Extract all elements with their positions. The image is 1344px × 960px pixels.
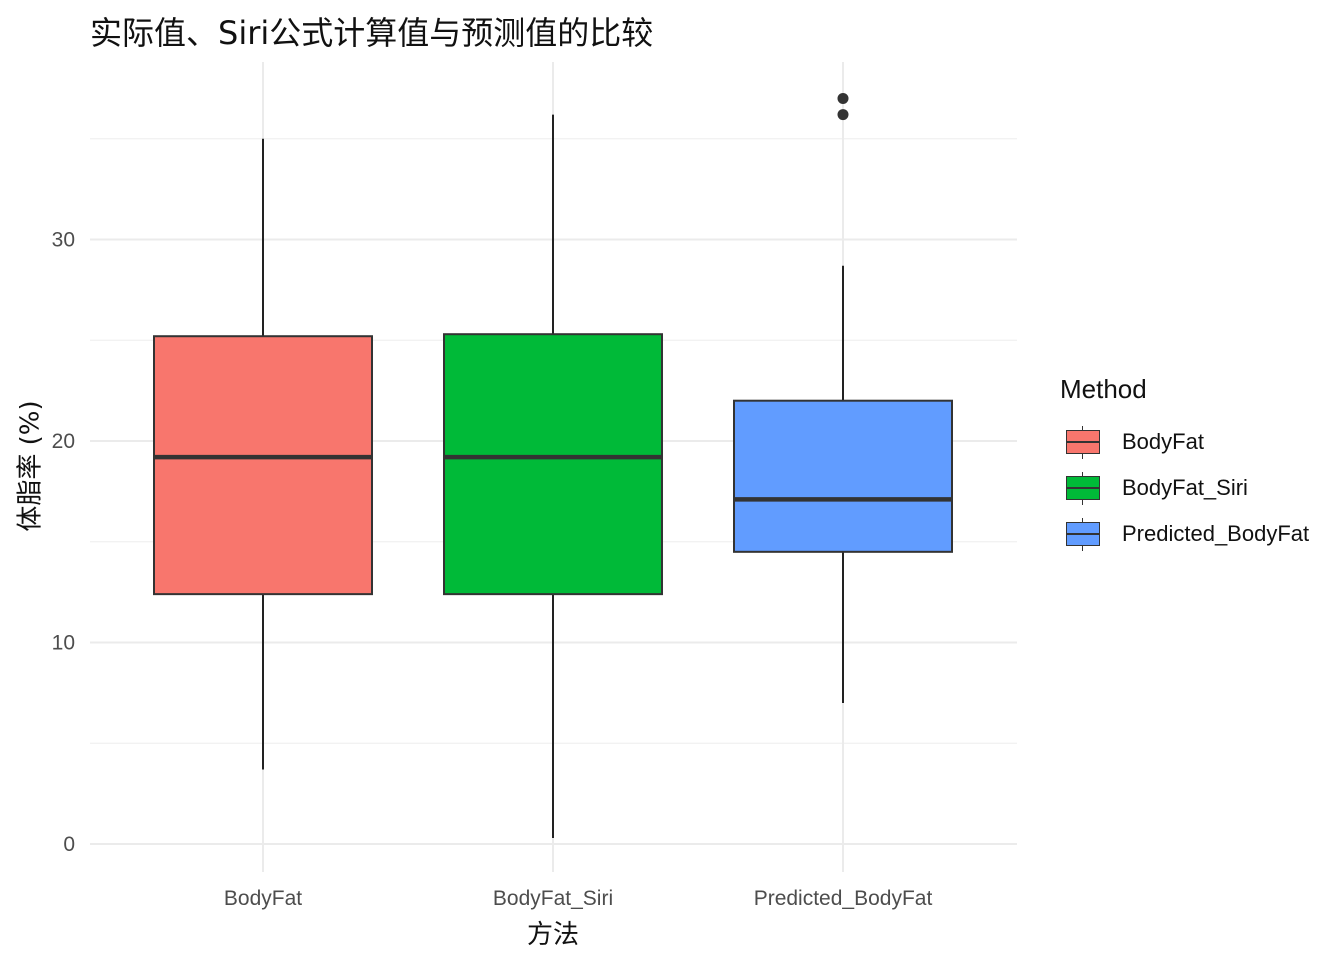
outlier-point-predicted-bodyfat: [837, 109, 849, 121]
x-tick-label-predicted-bodyfat: Predicted_BodyFat: [754, 887, 933, 910]
legend-title: Method: [1060, 374, 1147, 404]
legend-label-predicted-bodyfat: Predicted_BodyFat: [1122, 521, 1310, 546]
x-axis-label: 方法: [526, 920, 580, 950]
legend-item-bodyfat: BodyFat: [1060, 419, 1309, 465]
box-predicted-bodyfat: [733, 399, 953, 553]
y-axis-label: 体脂率 (%): [15, 400, 46, 532]
y-tick-label-10: 10: [52, 632, 75, 655]
legend-key-bodyfat-siri: [1066, 472, 1100, 505]
legend-item-predicted-bodyfat: Predicted_BodyFat: [1060, 511, 1309, 557]
x-tick-label-bodyfat: BodyFat: [224, 887, 302, 910]
chart-title: 实际值、Siri公式计算值与预测值的比较: [90, 14, 654, 52]
outlier-point-predicted-bodyfat: [837, 92, 849, 104]
legend-label-bodyfat: BodyFat: [1122, 429, 1204, 454]
box-bodyfat: [153, 335, 373, 596]
y-tick-label-20: 20: [52, 430, 75, 453]
legend-item-bodyfat-siri: BodyFat_Siri: [1060, 465, 1309, 511]
y-tick-label-0: 0: [63, 833, 75, 856]
legend-key-bodyfat: [1066, 426, 1100, 459]
box-bodyfat-siri: [443, 333, 663, 596]
x-tick-label-bodyfat-siri: BodyFat_Siri: [493, 887, 613, 910]
legend-key-predicted-bodyfat: [1066, 518, 1100, 551]
legend: Method BodyFat BodyFat_Siri Predicted_Bo…: [1060, 374, 1309, 557]
y-tick-label-30: 30: [52, 229, 75, 252]
legend-label-bodyfat-siri: BodyFat_Siri: [1122, 475, 1248, 500]
